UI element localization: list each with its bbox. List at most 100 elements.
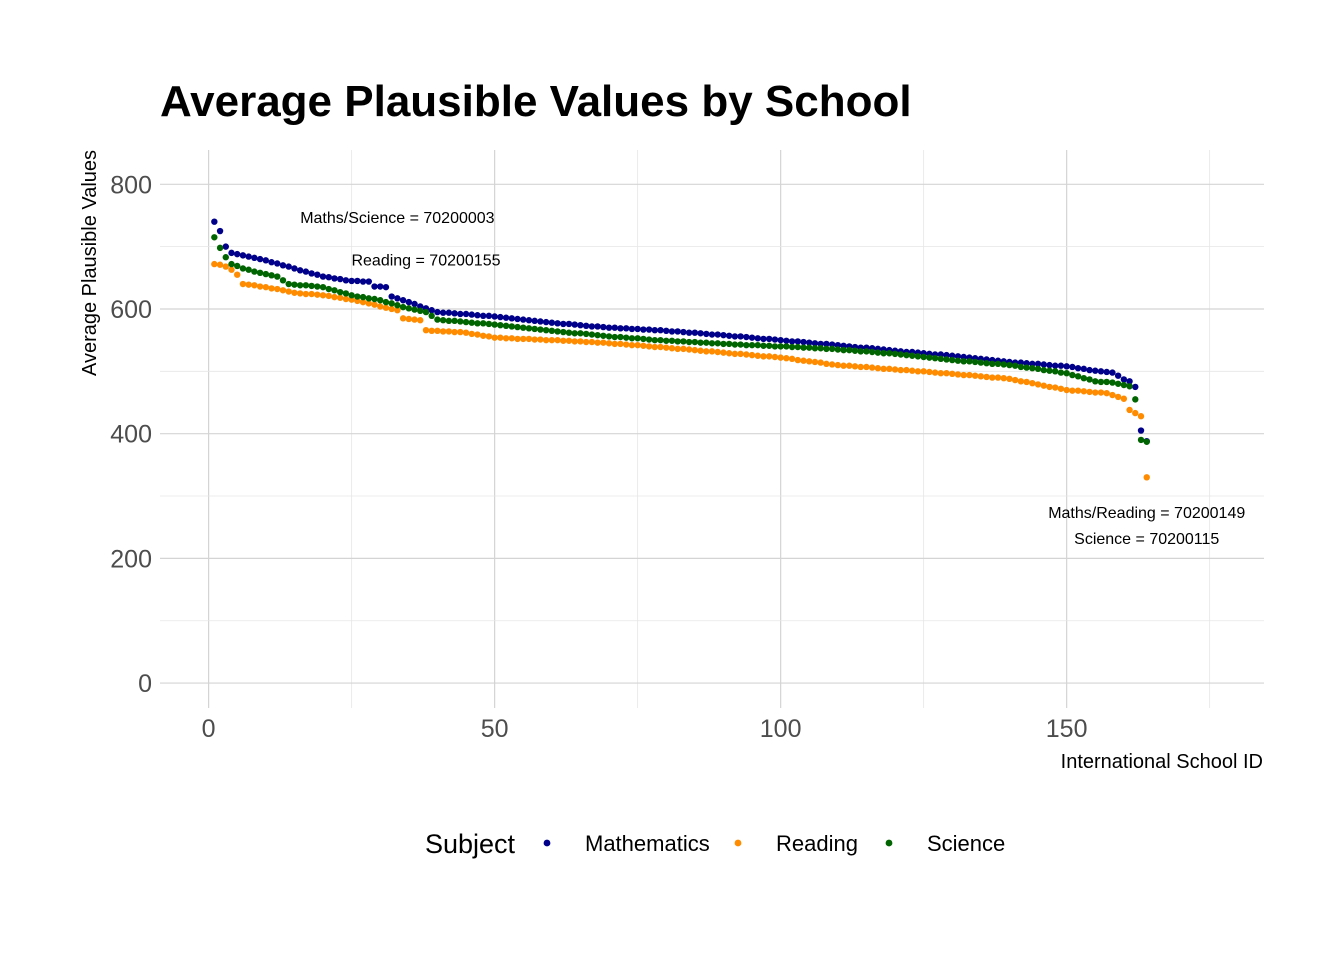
data-point — [371, 295, 378, 303]
data-point — [319, 292, 327, 299]
data-point — [674, 328, 681, 335]
data-point — [971, 372, 979, 379]
data-point — [1034, 360, 1042, 368]
data-point — [1103, 389, 1110, 397]
data-point — [1063, 363, 1070, 370]
data-point — [1023, 378, 1030, 386]
data-point — [474, 320, 481, 327]
data-point — [342, 295, 350, 303]
data-point — [565, 329, 573, 336]
data-point — [668, 337, 676, 344]
annotation-label: Reading = 70200155 — [351, 252, 500, 269]
data-point — [216, 227, 224, 235]
data-point — [954, 357, 962, 364]
data-point — [1137, 413, 1145, 420]
data-point — [663, 344, 670, 351]
data-point — [857, 363, 864, 371]
data-point — [582, 330, 590, 338]
data-point — [754, 335, 761, 342]
data-point — [314, 283, 321, 290]
data-point — [720, 349, 727, 356]
data-point — [1069, 387, 1076, 394]
series-science — [211, 234, 1150, 445]
x-tick-label: 50 — [481, 715, 509, 743]
data-point — [640, 326, 647, 333]
data-point — [502, 335, 510, 342]
data-point — [886, 365, 893, 373]
data-point — [1046, 361, 1053, 369]
data-point — [640, 342, 647, 349]
data-point — [542, 336, 550, 344]
data-point — [703, 330, 710, 338]
data-point — [886, 350, 893, 357]
data-point — [708, 340, 716, 347]
data-point — [279, 287, 287, 294]
data-point — [966, 371, 973, 379]
data-point — [308, 290, 315, 298]
data-point — [1114, 380, 1122, 387]
data-point — [846, 362, 853, 369]
y-tick-label: 400 — [110, 421, 152, 449]
data-point — [542, 318, 550, 326]
data-point — [537, 336, 544, 343]
data-point — [262, 270, 270, 278]
data-point — [800, 357, 807, 364]
data-point — [594, 339, 601, 346]
data-point — [354, 293, 361, 300]
data-point — [251, 254, 258, 262]
grid — [160, 150, 1264, 708]
data-point — [754, 341, 761, 349]
data-point — [348, 277, 355, 285]
data-point — [851, 347, 859, 354]
data-point — [1120, 376, 1128, 383]
data-point — [336, 275, 344, 283]
data-point — [1097, 368, 1105, 375]
data-point — [891, 350, 899, 358]
data-point — [234, 262, 241, 270]
data-point — [806, 358, 813, 365]
data-point — [651, 336, 658, 344]
data-point — [485, 312, 493, 320]
data-point — [748, 341, 756, 349]
data-point — [302, 290, 310, 298]
data-point — [743, 341, 750, 349]
data-point — [256, 283, 264, 290]
data-point — [314, 291, 321, 298]
data-point — [891, 366, 899, 373]
data-point — [720, 340, 727, 348]
data-point — [1092, 367, 1099, 374]
data-point — [497, 334, 504, 341]
data-point — [268, 272, 275, 279]
data-point — [931, 355, 939, 362]
data-point — [645, 336, 653, 343]
data-point — [377, 303, 384, 310]
data-point — [428, 312, 435, 320]
data-point — [766, 342, 773, 349]
x-axis-title: International School ID — [1061, 751, 1263, 773]
data-point — [268, 285, 275, 292]
data-point — [840, 346, 847, 354]
x-tick-label: 150 — [1046, 715, 1088, 743]
data-point — [1063, 386, 1070, 394]
chart-title: Average Plausible Values by School — [160, 77, 912, 126]
data-point — [497, 321, 504, 329]
data-point — [439, 309, 447, 316]
data-point — [794, 338, 802, 345]
data-point — [251, 268, 258, 275]
data-point — [234, 250, 241, 258]
data-point — [1103, 378, 1110, 386]
data-point — [600, 339, 607, 346]
data-point — [245, 281, 252, 288]
data-point — [989, 360, 996, 368]
data-point — [828, 361, 836, 368]
data-point — [239, 265, 247, 272]
data-point — [462, 318, 470, 326]
data-point — [399, 297, 407, 304]
data-point — [256, 255, 264, 263]
data-point — [977, 359, 985, 366]
data-point — [525, 317, 533, 324]
data-point — [1057, 385, 1065, 392]
data-point — [1143, 438, 1150, 445]
data-point — [943, 356, 950, 363]
data-point — [417, 307, 424, 315]
